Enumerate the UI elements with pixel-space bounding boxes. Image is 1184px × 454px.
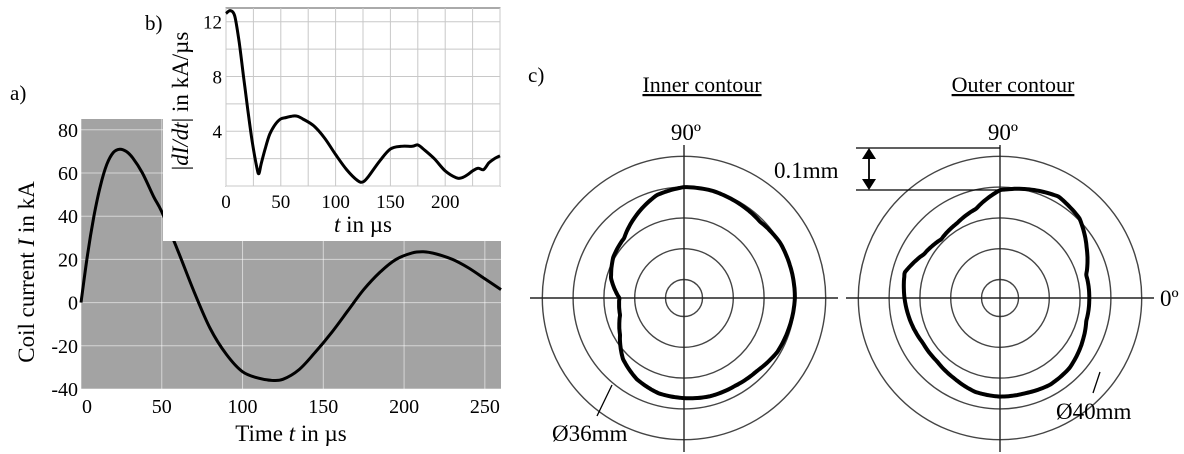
y-tick-label-a: 0 [68, 293, 78, 315]
y-tick-label-a: 60 [58, 163, 78, 185]
diameter-leader-outer [1092, 371, 1101, 394]
y-tick-label-a: 20 [58, 249, 78, 271]
polar-title-inner: Inner contour [642, 72, 762, 97]
y-tick-label-a: 40 [58, 206, 78, 228]
polar-title-outer: Outer contour [952, 72, 1075, 97]
panel-label-a: a) [10, 81, 26, 105]
y-tick-label-a: -20 [51, 336, 78, 358]
grid-b [225, 8, 501, 187]
angle-90-inner: 90º [671, 120, 701, 145]
panel-label-c: c) [528, 63, 544, 87]
x-tick-label-b: 50 [271, 192, 290, 213]
x-tick-label-a: 100 [228, 396, 258, 418]
y-tick-label-a: 80 [58, 120, 78, 142]
diameter-label-outer: Ø40mm [1056, 399, 1132, 424]
y-tick-label-a: -40 [51, 379, 78, 401]
y-tick-label-b: 4 [213, 122, 223, 143]
ticks-b: 0 50 100 150 200 4 8 12 [203, 13, 459, 213]
x-tick-label-a: 150 [308, 396, 338, 418]
x-tick-label-b: 150 [376, 192, 405, 213]
diameter-leader-inner [596, 384, 613, 417]
polar-inner-contour: Inner contour 90º Ø36mm [530, 72, 838, 452]
diameter-label-inner: Ø36mm [552, 421, 628, 446]
x-axis-label-a: Time t in µs [235, 421, 347, 446]
contour-inner [608, 185, 797, 401]
contour-outer [901, 186, 1092, 399]
series-didt [225, 9, 501, 184]
y-tick-label-b: 12 [203, 13, 222, 34]
panel-label-b: b) [145, 11, 163, 35]
x-tick-label-a: 0 [82, 396, 92, 418]
polar-outer-contour: Outer contour 90º 0º 0.1mm Ø40mm [774, 72, 1179, 452]
x-tick-label-a: 200 [389, 396, 419, 418]
x-tick-label-b: 200 [431, 192, 460, 213]
angle-90-outer: 90º [988, 120, 1018, 145]
x-tick-label-b: 0 [221, 192, 231, 213]
y-axis-label-b: |dI/dt| in kA/µs [168, 32, 193, 171]
x-tick-label-b: 100 [321, 192, 350, 213]
series-coil-current [79, 147, 502, 383]
x-tick-label-a: 50 [152, 396, 172, 418]
scale-arrow-up [862, 148, 876, 159]
y-tick-label-b: 8 [213, 67, 223, 88]
scale-label: 0.1mm [774, 158, 839, 183]
x-axis-label-b: t in µs [334, 212, 392, 237]
y-axis-label-a: Coil current I in kA [14, 181, 39, 363]
x-tick-label-a: 250 [470, 396, 500, 418]
scale-arrow-down [862, 179, 876, 190]
angle-0-outer: 0º [1160, 286, 1179, 311]
chart-b: 0 50 100 150 200 4 8 12 t in µs |dI/dt| in kA/µ… [163, 0, 501, 241]
